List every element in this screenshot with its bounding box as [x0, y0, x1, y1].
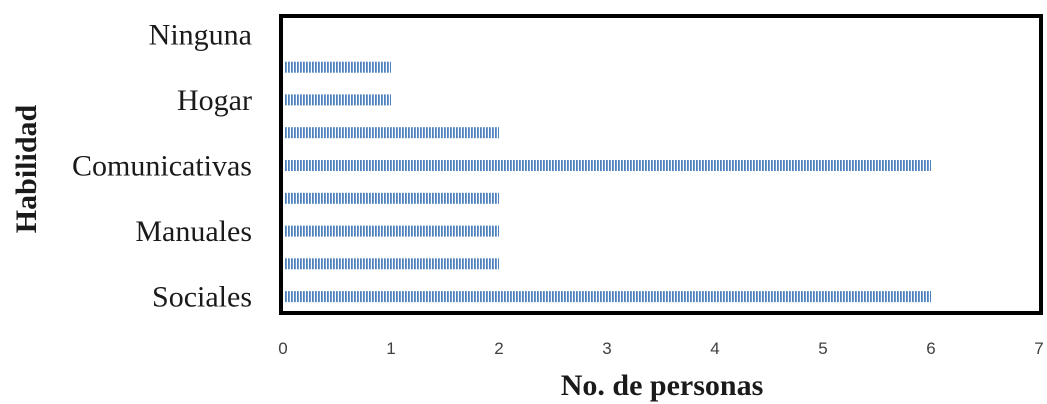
- bar-1: [284, 258, 499, 270]
- bar-7: [284, 61, 391, 73]
- x-tick-label: 2: [494, 339, 503, 358]
- category-label: Hogar: [177, 84, 252, 117]
- category-label: Comunicativas: [72, 150, 252, 183]
- y-axis-title: Habilidad: [10, 104, 43, 233]
- bar-2: [284, 225, 499, 237]
- x-tick-label: 0: [278, 339, 287, 358]
- bar-6: [284, 94, 391, 106]
- x-tick-label: 6: [926, 339, 935, 358]
- x-tick-label: 1: [386, 339, 395, 358]
- x-tick-label: 5: [818, 339, 827, 358]
- category-label: Ninguna: [149, 18, 252, 51]
- x-tick-label: 4: [710, 339, 719, 358]
- x-tick-label: 3: [602, 339, 611, 358]
- bar-4: [284, 160, 931, 171]
- bar-3: [284, 192, 499, 204]
- bar-5: [284, 127, 499, 139]
- bar-0: [284, 291, 931, 303]
- x-tick-label: 7: [1034, 339, 1043, 358]
- x-axis-title: No. de personas: [561, 369, 764, 402]
- category-label: Sociales: [152, 281, 252, 314]
- category-label: Manuales: [135, 215, 252, 248]
